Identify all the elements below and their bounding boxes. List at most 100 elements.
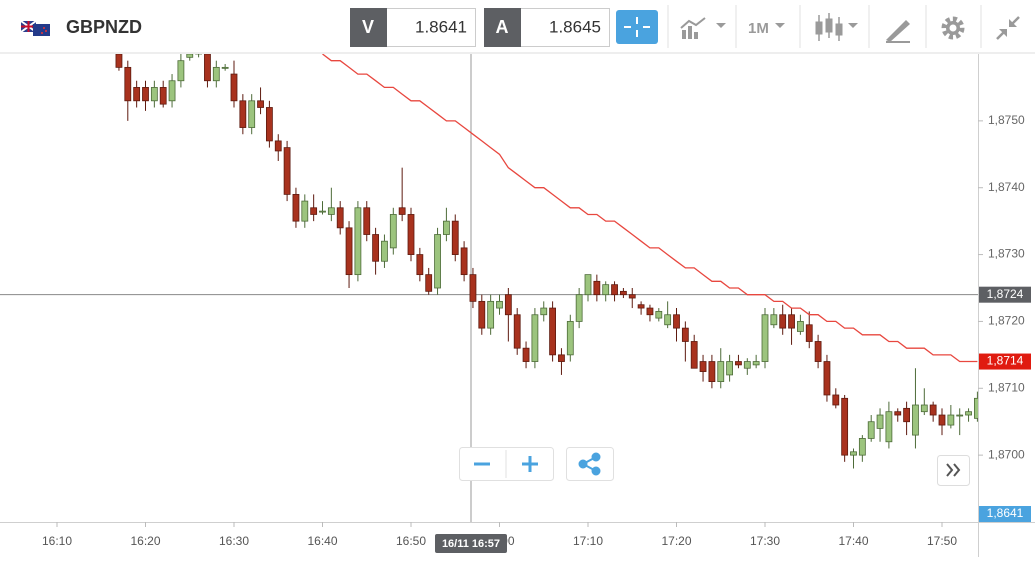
candle-body xyxy=(850,451,857,456)
candle-body xyxy=(354,207,362,276)
moving-average xyxy=(322,54,978,363)
candle-body xyxy=(407,214,415,255)
collapse-button[interactable] xyxy=(996,16,1020,40)
crosshair-button[interactable] xyxy=(616,10,658,44)
candle-body xyxy=(611,284,618,296)
candle-body xyxy=(186,54,194,58)
candle-body xyxy=(699,361,707,372)
candle-body xyxy=(929,404,937,416)
draw-button[interactable] xyxy=(886,20,910,43)
candle-body xyxy=(894,411,902,416)
candle-body xyxy=(637,304,645,309)
candle-body xyxy=(301,200,309,222)
crosshair-price-label-bg xyxy=(979,286,1031,303)
x-tick-label: 16:30 xyxy=(219,534,249,548)
timeframe-button[interactable]: 1M xyxy=(748,20,785,37)
bid-box[interactable]: V 1.8641 xyxy=(350,8,476,47)
candle-body xyxy=(345,227,353,276)
x-tick-label: 16:10 xyxy=(42,534,72,548)
bid-price: 1.8641 xyxy=(415,17,467,36)
candle-body xyxy=(319,210,326,213)
x-tick-label: 17:50 xyxy=(927,534,957,548)
candle-body xyxy=(115,54,123,68)
candle-body xyxy=(540,307,548,316)
candle-body xyxy=(496,300,503,309)
candle-body xyxy=(248,100,256,128)
candle-body xyxy=(584,274,592,296)
candle-body xyxy=(788,314,795,329)
candle-body xyxy=(956,414,964,417)
candle-body xyxy=(204,54,211,82)
candle-body xyxy=(177,60,185,82)
crosshair-time-bg xyxy=(435,534,507,553)
plot-area xyxy=(0,54,978,522)
share-button[interactable] xyxy=(578,452,601,476)
scroll-right-button[interactable] xyxy=(937,455,970,486)
zoom-in[interactable] xyxy=(522,456,538,472)
candle-body xyxy=(434,234,441,289)
x-tick-label: 17:20 xyxy=(661,534,691,548)
candle-body xyxy=(717,361,725,382)
candle-body xyxy=(310,207,318,215)
timeframe: 1M xyxy=(748,20,769,37)
candle-body xyxy=(938,414,946,426)
candle-body xyxy=(867,421,875,439)
candle-body xyxy=(327,207,335,215)
plot: 1,8700 1,8710 1,8720 1,8730 1,8740 1,8750 16:1… xyxy=(0,54,1035,557)
settings-button[interactable] xyxy=(941,16,965,40)
candle-body xyxy=(230,73,238,102)
candle-body xyxy=(858,438,866,456)
x-tick-label: 16:20 xyxy=(130,534,160,548)
candle-body xyxy=(664,314,672,326)
candle-body xyxy=(212,66,220,82)
ma-price-label: 1,8714 xyxy=(987,354,1024,368)
candle-body xyxy=(947,414,955,426)
candle-body xyxy=(363,207,371,235)
y-tick-label: 1,8740 xyxy=(988,180,1025,194)
candle-body xyxy=(168,80,176,102)
zoom-controls xyxy=(459,447,614,481)
candle-body xyxy=(761,314,769,362)
candle-body xyxy=(274,140,282,152)
candle-body xyxy=(690,341,698,369)
y-tick-label: 1,8700 xyxy=(988,447,1025,461)
candle-body xyxy=(575,294,583,322)
y-tick-label: 1,8730 xyxy=(988,247,1025,261)
candle-body xyxy=(522,347,530,362)
candle-body xyxy=(708,361,716,382)
candle-body xyxy=(726,361,733,376)
candle-body xyxy=(814,341,822,362)
candle-body xyxy=(681,327,689,342)
candle-body xyxy=(159,87,167,105)
candle-body xyxy=(620,290,627,296)
candle-type-button[interactable] xyxy=(815,13,858,41)
candle-body xyxy=(823,361,831,396)
x-tick-label: 17:10 xyxy=(573,534,603,548)
candle-body xyxy=(381,240,388,262)
bid-price-label: 1,8641 xyxy=(987,506,1024,520)
candle-body xyxy=(292,193,300,222)
candle-body xyxy=(974,397,978,419)
candle-body xyxy=(372,234,380,262)
y-tick-label: 1,8720 xyxy=(988,314,1025,328)
chart-type-button[interactable] xyxy=(680,17,726,39)
candle-body xyxy=(389,214,397,249)
candle-body xyxy=(460,247,468,276)
candle-body xyxy=(239,100,247,128)
candle-body xyxy=(735,361,742,366)
candle-body xyxy=(876,414,884,429)
candle-body xyxy=(478,300,486,329)
candle-body xyxy=(655,310,663,319)
y-tick-label: 1,8710 xyxy=(988,380,1025,394)
x-tick-label: 16:50 xyxy=(396,534,426,548)
bid-price-label-bg xyxy=(979,506,1031,522)
candle-body xyxy=(628,294,636,299)
candle-body xyxy=(531,314,539,362)
crosshair-price-label: 1,8724 xyxy=(987,287,1024,301)
candle-body xyxy=(912,404,919,436)
candle-body xyxy=(133,87,141,102)
ask-box[interactable]: A 1.8645 xyxy=(484,8,610,47)
candle-body xyxy=(425,274,433,292)
candle-body xyxy=(743,361,751,369)
